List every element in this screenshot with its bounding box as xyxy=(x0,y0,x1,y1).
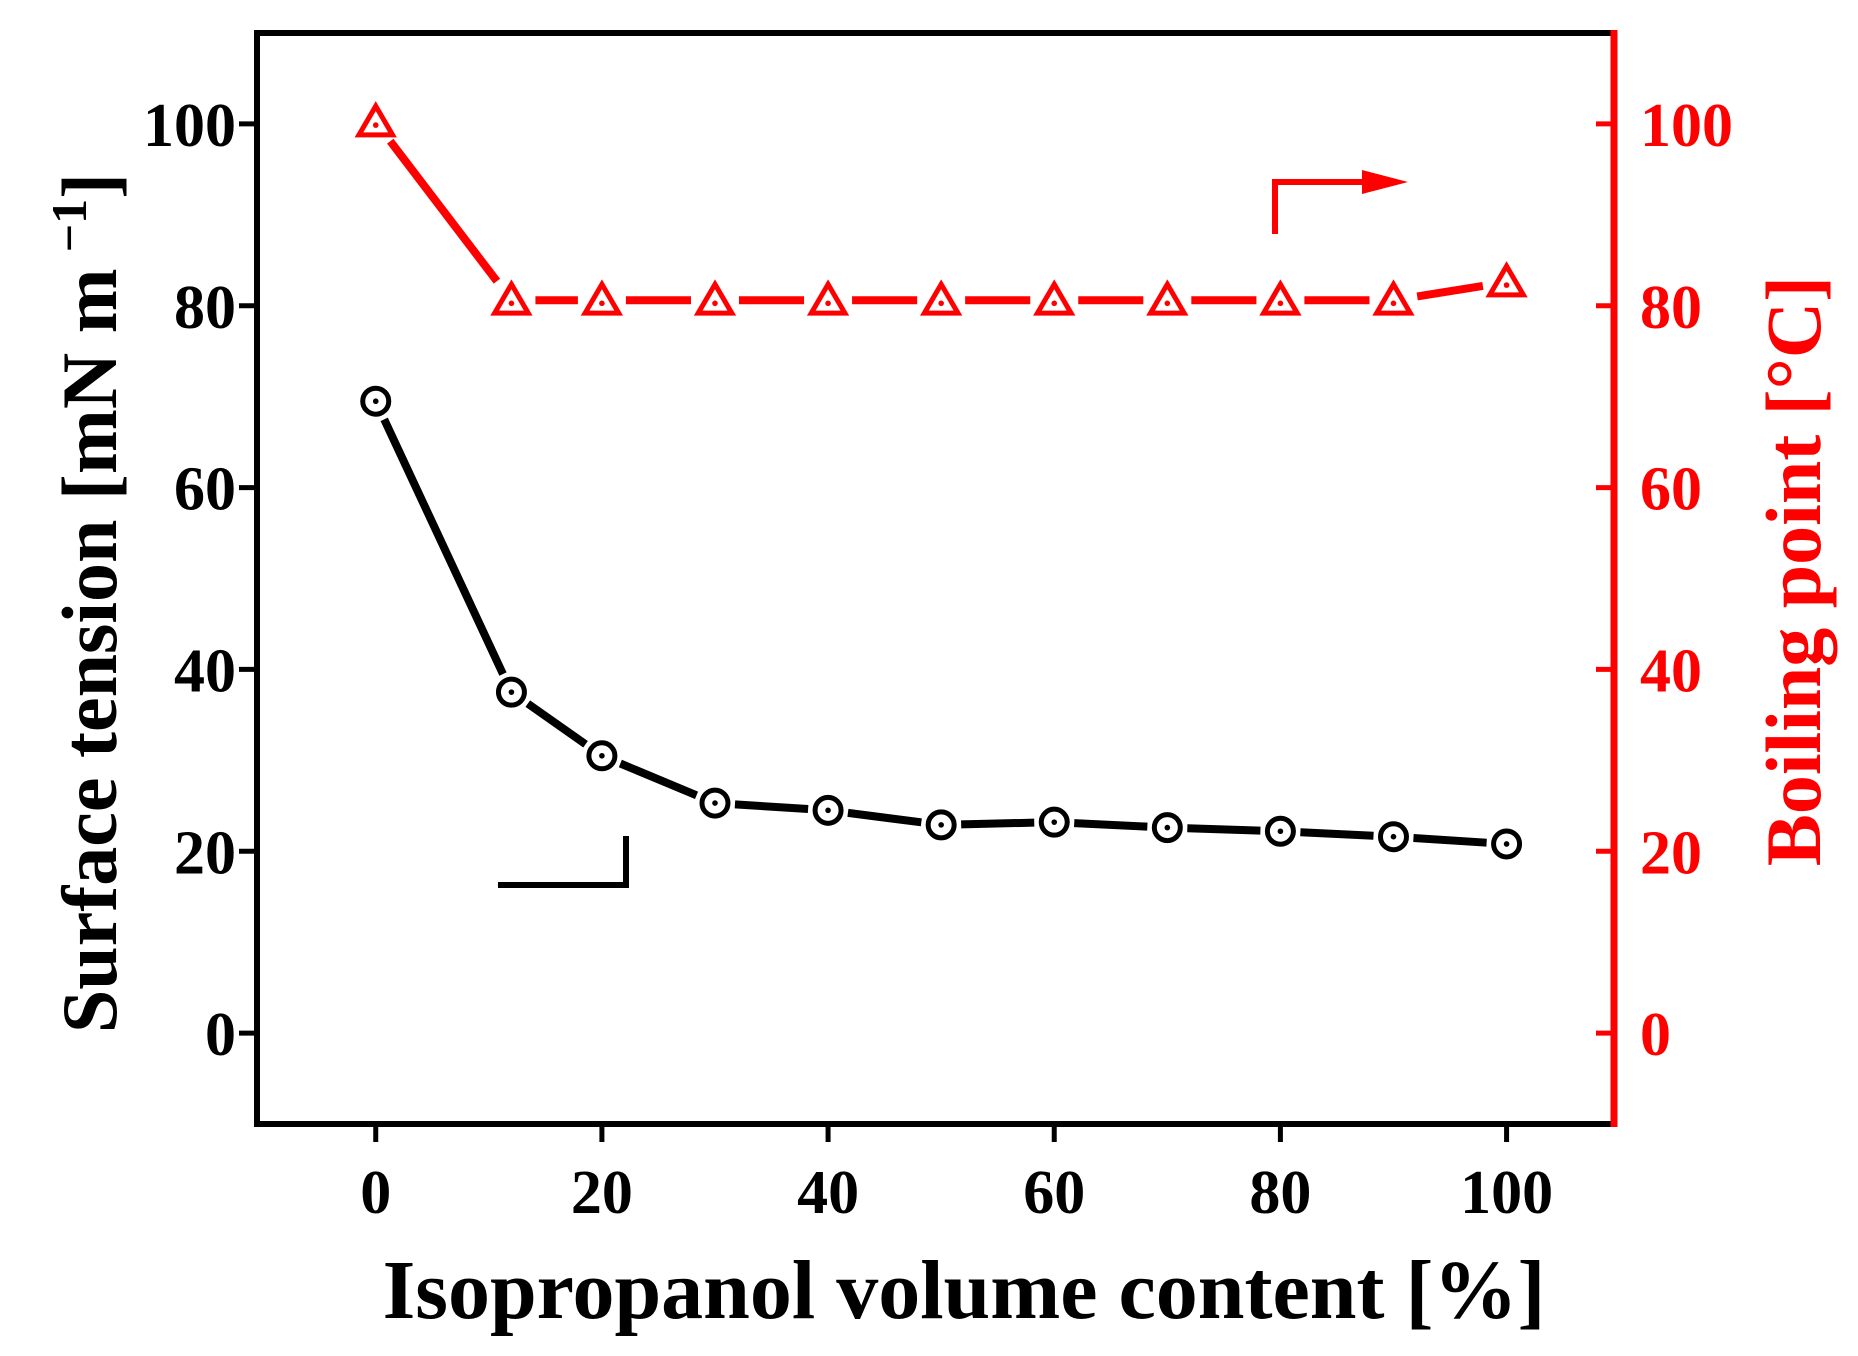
y-right-tick-label: 20 xyxy=(1640,819,1702,887)
y-left-tick-label: 80 xyxy=(174,274,236,342)
y-left-tick-label: 40 xyxy=(174,637,236,705)
boiling-point-point xyxy=(354,101,397,138)
y-axis-left-label: Surface tension [mN m−1] xyxy=(41,173,133,1033)
boiling-point-point-center xyxy=(938,300,944,307)
left-axis-arrow xyxy=(497,836,629,888)
y-right-tick-label: 100 xyxy=(1640,92,1733,160)
x-tick-label: 60 xyxy=(1023,1159,1085,1227)
boiling-point-point-center xyxy=(508,300,515,307)
boiling-point-point-center xyxy=(599,300,605,307)
boiling-point-point xyxy=(1485,261,1528,298)
surface-tension-point-center xyxy=(1277,828,1284,835)
surface-tension-point-center xyxy=(712,800,718,806)
surface-tension-point-center xyxy=(938,822,944,828)
surface-tension-line-segment xyxy=(734,800,809,814)
surface-tension-point-center xyxy=(508,689,515,695)
surface-tension-point-center xyxy=(372,398,379,405)
surface-tension-line-segment xyxy=(380,417,507,676)
surface-tension-line-segment xyxy=(1187,824,1261,835)
surface-tension-line-segment xyxy=(847,808,922,827)
y-left-tick-label: 60 xyxy=(174,456,236,524)
boiling-point-point xyxy=(806,279,850,316)
boiling-point-point xyxy=(1372,279,1415,316)
boiling-point-point-center xyxy=(712,300,718,307)
boiling-point-point xyxy=(1033,279,1076,316)
surface-tension-line-segment xyxy=(1300,828,1374,840)
surface-tension-line-segment xyxy=(1074,819,1148,831)
y-right-tick-label: 80 xyxy=(1640,274,1702,342)
boiling-point-point xyxy=(1259,279,1302,316)
y-right-tick-label: 40 xyxy=(1640,637,1702,705)
surface-tension-point-center xyxy=(1390,833,1397,840)
y-right-tick-label: 60 xyxy=(1640,456,1702,524)
surface-tension-point-center xyxy=(1503,841,1510,847)
x-tick-label: 100 xyxy=(1460,1159,1553,1227)
boiling-point-point xyxy=(490,279,533,316)
boiling-point-line-segment xyxy=(1416,281,1484,301)
y-left-tick-label: 0 xyxy=(205,1001,236,1069)
y-left-tick-label: 20 xyxy=(174,819,236,887)
boiling-point-line-segment xyxy=(387,138,501,284)
y-axis-right-label: Boiling point [°C] xyxy=(1750,276,1837,866)
surface-tension-line-segment xyxy=(525,700,588,748)
boiling-point-point-center xyxy=(1390,300,1397,307)
surface-tension-line-segment xyxy=(1413,833,1487,847)
x-tick-label: 20 xyxy=(571,1159,633,1227)
surface-tension-line-segment xyxy=(961,818,1035,829)
x-tick-label: 40 xyxy=(797,1159,859,1227)
boiling-point-point-center xyxy=(1051,300,1058,307)
boiling-point-point xyxy=(580,279,624,316)
boiling-point-point-center xyxy=(825,300,831,307)
right-axis-arrow xyxy=(1272,170,1408,234)
tick-layer: 0 20 40 60 80 100 0 20 40 60 80 100 0 20 40 60 80 100 xyxy=(143,92,1733,1227)
boiling-point-point-center xyxy=(1164,300,1171,307)
surface-tension-point-center xyxy=(599,752,605,759)
x-tick-label: 80 xyxy=(1249,1159,1311,1227)
x-axis-label: Isopropanol volume content [%] xyxy=(383,1244,1546,1337)
y-right-tick-label: 0 xyxy=(1640,1001,1671,1069)
boiling-point-point xyxy=(920,279,963,316)
boiling-point-point xyxy=(1146,279,1189,316)
boiling-point-point-center xyxy=(372,122,379,128)
line-layer xyxy=(380,138,1487,847)
surface-tension-point-center xyxy=(1164,824,1171,831)
boiling-point-point-center xyxy=(1503,282,1510,288)
surface-tension-point-center xyxy=(1051,819,1058,825)
boiling-point-point xyxy=(693,279,737,316)
boiling-point-point-center xyxy=(1277,300,1284,307)
surface-tension-point-center xyxy=(825,807,831,814)
y-left-tick-label: 100 xyxy=(143,92,236,160)
x-tick-label: 0 xyxy=(360,1159,391,1227)
surface-tension-line-segment xyxy=(618,759,699,800)
marker-layer xyxy=(354,101,1528,860)
